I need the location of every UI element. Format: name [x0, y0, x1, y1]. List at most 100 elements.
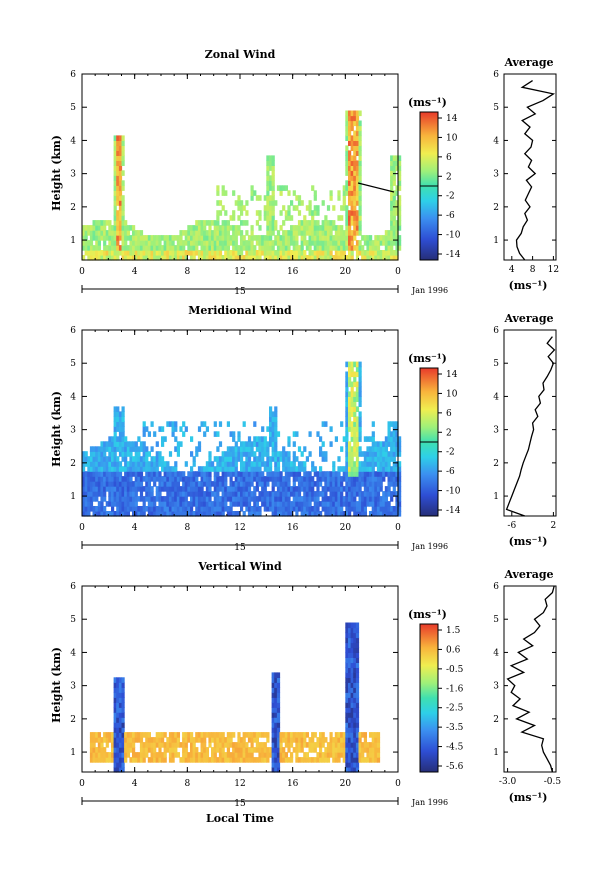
- heatmap-cell: [376, 752, 381, 758]
- y-tick-label: 4: [70, 136, 76, 146]
- heatmap-cell: [129, 732, 133, 738]
- heatmap-cell: [266, 220, 270, 226]
- heatmap-cell: [355, 391, 360, 397]
- heatmap-cell: [292, 481, 296, 487]
- heatmap-cell: [355, 702, 360, 708]
- heatmap-cell: [182, 230, 186, 236]
- heatmap-cell: [190, 230, 194, 236]
- heatmap-cell: [348, 692, 352, 698]
- heatmap-cell: [190, 245, 194, 251]
- heatmap-cell: [229, 506, 233, 512]
- heatmap-cell: [390, 240, 394, 246]
- heatmap-cell: [266, 215, 270, 221]
- heatmap-cell: [184, 486, 188, 492]
- heatmap-cell: [250, 461, 254, 467]
- profile-x-tick-label: 8: [530, 265, 536, 275]
- heatmap-cell: [345, 677, 349, 683]
- heatmap-cell: [105, 446, 109, 452]
- heatmap-cell: [353, 145, 357, 151]
- heatmap-cell: [384, 230, 388, 236]
- heatmap-cell: [174, 506, 178, 512]
- heatmap-cell: [261, 476, 265, 482]
- heatmap-cell: [355, 486, 360, 492]
- heatmap-cell: [287, 742, 291, 748]
- heatmap-cell: [111, 441, 115, 447]
- heatmap-cell: [313, 245, 317, 251]
- heatmap-cell: [118, 506, 123, 512]
- heatmap-cell: [168, 752, 173, 758]
- heatmap-cell: [118, 466, 123, 472]
- heatmap-cell: [350, 697, 354, 703]
- heatmap-cell: [326, 235, 331, 241]
- profile-line: [506, 585, 555, 773]
- heatmap-cell: [137, 230, 141, 236]
- y-tick-label: 5: [70, 103, 76, 113]
- heatmap-cell: [276, 230, 281, 236]
- heatmap-cell: [113, 140, 117, 146]
- heatmap-cell: [179, 511, 183, 517]
- heatmap-cell: [300, 742, 304, 748]
- heatmap-cell: [192, 471, 196, 477]
- heatmap-cell: [232, 456, 236, 462]
- heatmap-cell: [242, 220, 246, 226]
- heatmap-cell: [89, 737, 94, 743]
- heatmap-cell: [161, 481, 165, 487]
- heatmap-cell: [118, 486, 123, 492]
- heatmap-cell: [261, 235, 265, 241]
- heatmap-cell: [208, 255, 212, 261]
- heatmap-cell: [197, 426, 202, 432]
- heatmap-cell: [111, 737, 115, 743]
- heatmap-cell: [384, 235, 388, 241]
- heatmap-cell: [274, 692, 278, 698]
- heatmap-cell: [121, 205, 125, 211]
- heatmap-cell: [348, 707, 352, 713]
- heatmap-cell: [337, 195, 341, 201]
- heatmap-cell: [182, 245, 186, 251]
- heatmap-cell: [97, 250, 101, 256]
- heatmap-cell: [290, 732, 294, 738]
- heatmap-cell: [274, 451, 278, 457]
- heatmap-cell: [179, 757, 183, 763]
- heatmap-cell: [121, 732, 125, 738]
- heatmap-cell: [269, 245, 273, 251]
- y-tick-label: 6: [70, 326, 76, 336]
- heatmap-cell: [158, 476, 162, 482]
- heatmap-cell: [203, 220, 207, 226]
- heatmap-cell: [355, 727, 360, 733]
- heatmap-cell: [174, 466, 178, 472]
- heatmap-cell: [340, 235, 344, 241]
- heatmap-cell: [118, 697, 123, 703]
- heatmap-cell: [242, 747, 246, 753]
- heatmap-cell: [308, 486, 312, 492]
- heatmap-cell: [279, 732, 283, 738]
- heatmap-cell: [100, 506, 104, 512]
- heatmap-cell: [234, 491, 238, 497]
- heatmap-cell: [271, 165, 275, 171]
- heatmap-cell: [384, 496, 388, 502]
- heatmap-cell: [376, 456, 381, 462]
- heatmap-cell: [326, 230, 331, 236]
- heatmap-cell: [350, 727, 354, 733]
- heatmap-cell: [337, 456, 341, 462]
- heatmap-cell: [348, 702, 352, 708]
- heatmap-cell: [311, 732, 315, 738]
- heatmap-cell: [197, 752, 202, 758]
- heatmap-cell: [300, 511, 304, 517]
- heatmap-cell: [208, 476, 212, 482]
- heatmap-cell: [145, 737, 149, 743]
- heatmap-cell: [95, 230, 99, 236]
- heatmap-cell: [282, 245, 286, 251]
- heatmap-cell: [266, 451, 270, 457]
- heatmap-cell: [139, 250, 144, 256]
- heatmap-cell: [113, 220, 117, 226]
- heatmap-cell: [287, 496, 291, 502]
- heatmap-cell: [179, 501, 183, 507]
- heatmap-cell: [89, 461, 94, 467]
- heatmap-cell: [319, 230, 323, 236]
- heatmap-cell: [200, 732, 204, 738]
- heatmap-cell: [305, 205, 309, 211]
- heatmap-cell: [134, 240, 138, 246]
- heatmap-cell: [221, 471, 225, 477]
- heatmap-cell: [274, 757, 278, 763]
- heatmap-cell: [118, 220, 123, 226]
